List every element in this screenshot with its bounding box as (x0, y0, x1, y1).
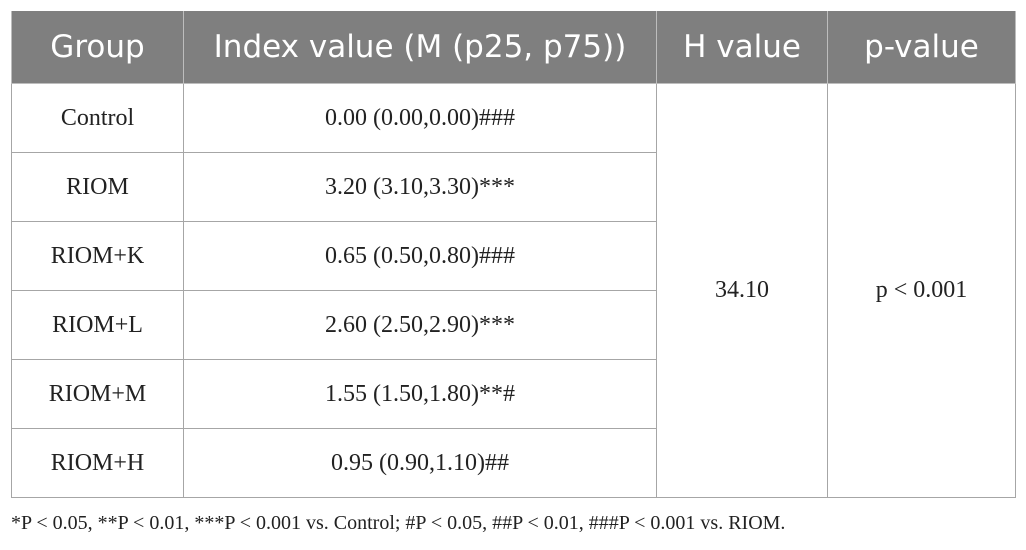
table-body: Control 0.00 (0.00,0.00)### 34.10 p < 0.001… (11, 83, 1016, 498)
h-value-cell: 34.10 (656, 83, 828, 498)
index-cell: 1.55 (1.50,1.80)**# (183, 359, 657, 429)
p-value-cell: p < 0.001 (827, 83, 1016, 498)
index-cell: 2.60 (2.50,2.90)*** (183, 290, 657, 360)
table-row: RIOM+L 2.60 (2.50,2.90)*** (11, 290, 1016, 360)
group-cell: RIOM+K (11, 221, 184, 291)
table-row: Control 0.00 (0.00,0.00)### 34.10 p < 0.001 (11, 83, 1016, 498)
column-header: Index value (M (p25, p75)) (183, 11, 657, 84)
data-table: Group Index value (M (p25, p75)) H value p-… (11, 11, 1016, 498)
group-cell: RIOM+L (11, 290, 184, 360)
group-cell: RIOM (11, 152, 184, 222)
index-cell: 0.95 (0.90,1.10)## (183, 428, 657, 498)
group-cell: RIOM+H (11, 428, 184, 498)
table-row: RIOM 3.20 (3.10,3.30)*** (11, 152, 1016, 222)
table-row: RIOM+H 0.95 (0.90,1.10)## (11, 428, 1016, 498)
group-cell: Control (11, 83, 184, 153)
group-cell: RIOM+M (11, 359, 184, 429)
index-cell: 0.65 (0.50,0.80)### (183, 221, 657, 291)
index-cell: 3.20 (3.10,3.30)*** (183, 152, 657, 222)
column-header: p-value (827, 11, 1016, 84)
header-row: Group Index value (M (p25, p75)) H value p-… (11, 11, 1016, 84)
column-header: Group (11, 11, 184, 84)
index-cell: 0.00 (0.00,0.00)### (183, 83, 657, 153)
footnote: *P < 0.05, **P < 0.01, ***P < 0.001 vs. … (11, 512, 786, 534)
table-row: RIOM+M 1.55 (1.50,1.80)**# (11, 359, 1016, 429)
column-header: H value (656, 11, 828, 84)
